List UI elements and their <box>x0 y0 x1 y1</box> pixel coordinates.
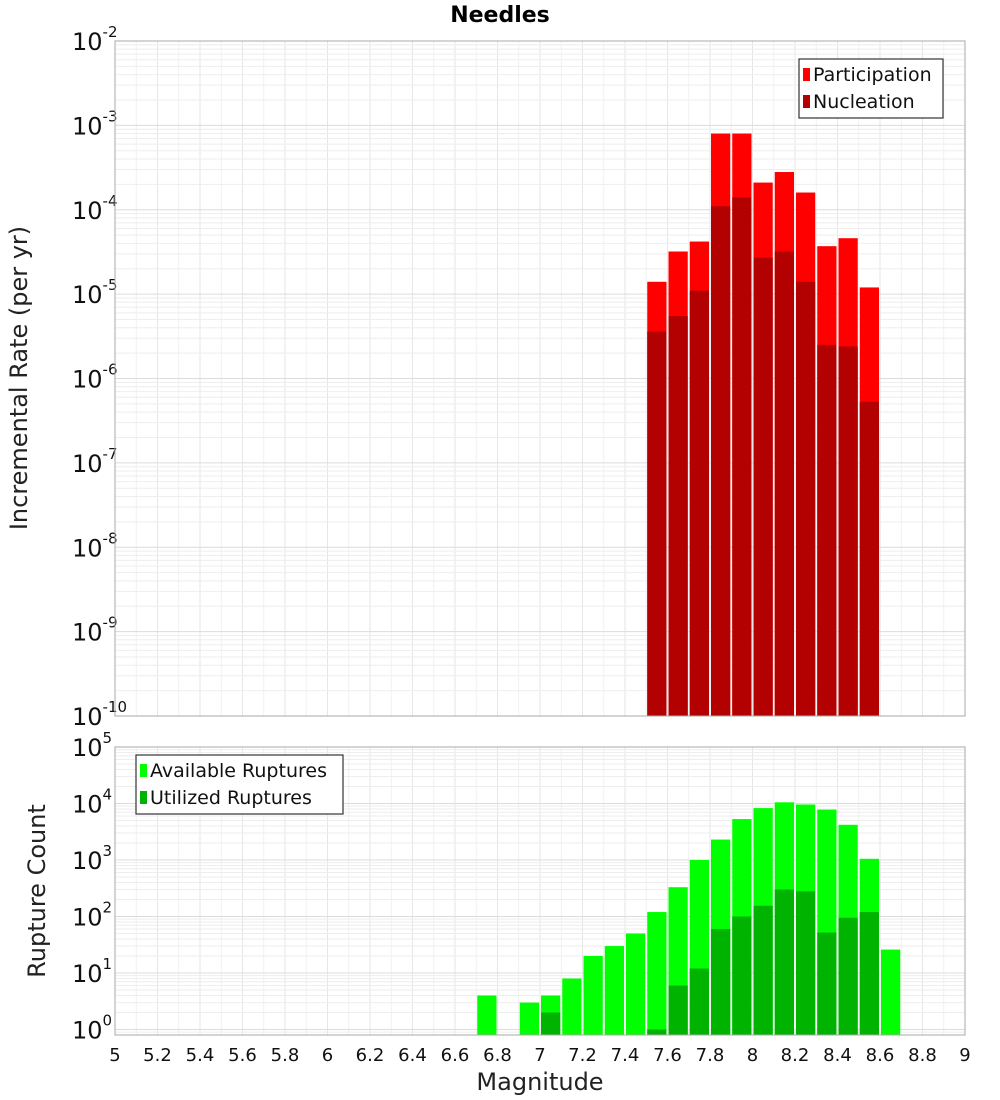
rate-grid <box>114 40 966 717</box>
x-tick-label: 7.4 <box>611 1045 640 1066</box>
x-tick-label: 8.6 <box>866 1045 895 1066</box>
legend-label: Participation <box>813 64 932 86</box>
rate-y-axis-label: Incremental Rate (per yr) <box>5 226 33 530</box>
y-tick-label: 104 <box>72 786 112 819</box>
rate-y-ticks: 10-10 10-9 10-8 10-7 10-6 10-5 10-4 10-3 10-2 <box>72 23 127 731</box>
x-tick-label: 6 <box>322 1045 333 1066</box>
rate-legend: Participation Nucleation <box>798 58 944 119</box>
count-x-ticks: 5 5.2 5.4 5.6 5.8 6 6.2 6.4 6.6 6.8 7 7.2 7.4 7.6 7.8 8… <box>109 1045 970 1066</box>
series-2-bar <box>859 912 879 1035</box>
x-tick-label: 8.8 <box>908 1045 937 1066</box>
series-2-bar <box>817 344 837 716</box>
x-tick-label: 5 <box>109 1045 120 1066</box>
series-1-bar <box>626 933 646 1035</box>
x-tick-label: 5.6 <box>228 1045 257 1066</box>
x-axis-label: Magnitude <box>476 1068 603 1096</box>
count-bars <box>477 802 901 1035</box>
series-1-bar <box>881 949 901 1035</box>
legend-swatch <box>803 68 810 81</box>
x-tick-label: 8.2 <box>781 1045 810 1066</box>
series-2-bar <box>796 281 816 716</box>
y-tick-label: 10-4 <box>72 192 118 225</box>
series-2-bar <box>774 251 794 716</box>
legend-swatch <box>140 791 147 804</box>
series-2-bar <box>689 968 709 1035</box>
series-2-bar <box>817 932 837 1035</box>
y-tick-label: 100 <box>72 1012 112 1045</box>
y-tick-label: 10-2 <box>72 23 118 56</box>
x-tick-label: 5.8 <box>271 1045 300 1066</box>
legend-label: Available Ruptures <box>150 760 327 782</box>
y-tick-label: 10-6 <box>72 361 118 394</box>
x-tick-label: 6.6 <box>441 1045 470 1066</box>
series-1-bar <box>477 995 497 1035</box>
x-tick-label: 8 <box>747 1045 758 1066</box>
series-2-bar <box>796 891 816 1035</box>
x-tick-label: 8.4 <box>823 1045 852 1066</box>
x-tick-label: 6.2 <box>356 1045 385 1066</box>
series-2-bar <box>753 257 773 716</box>
y-tick-label: 102 <box>72 899 112 932</box>
series-2-bar <box>647 331 667 716</box>
y-tick-label: 10-3 <box>72 107 118 140</box>
rate-plot-frame <box>114 40 966 717</box>
x-tick-label: 5.2 <box>143 1045 172 1066</box>
legend-box <box>798 58 944 119</box>
series-2-bar <box>753 905 773 1035</box>
series-2-bar <box>732 197 752 717</box>
series-2-bar <box>711 206 731 716</box>
x-tick-label: 9 <box>959 1045 970 1066</box>
y-tick-label: 10-7 <box>72 445 118 478</box>
y-tick-label: 103 <box>72 842 112 875</box>
legend-box <box>135 754 344 815</box>
x-tick-label: 7.2 <box>568 1045 597 1066</box>
series-2-bar <box>668 985 688 1035</box>
series-2-bar <box>774 889 794 1035</box>
series-2-bar <box>732 916 752 1035</box>
chart-title: Needles <box>450 3 550 28</box>
x-tick-label: 7.8 <box>696 1045 725 1066</box>
y-tick-label: 10-8 <box>72 529 118 562</box>
count-plot-frame <box>114 746 966 1036</box>
y-tick-label: 10-9 <box>72 614 118 647</box>
legend-swatch <box>140 764 147 777</box>
series-2-bar <box>541 1012 561 1035</box>
y-tick-label: 101 <box>72 955 112 988</box>
count-y-axis-label: Rupture Count <box>23 804 51 978</box>
y-tick-label: 105 <box>72 729 112 762</box>
x-tick-label: 5.4 <box>186 1045 215 1066</box>
series-2-bar <box>689 290 709 716</box>
series-2-bar <box>668 316 688 716</box>
count-y-ticks: 100 101 102 103 104 105 <box>72 729 112 1045</box>
series-2-bar <box>838 346 858 716</box>
x-tick-label: 6.4 <box>398 1045 427 1066</box>
series-2-bar <box>838 917 858 1035</box>
series-1-bar <box>604 946 624 1035</box>
series-2-bar <box>711 929 731 1035</box>
count-panel: 100 101 102 103 104 105 5 5.2 5.4 5.6 5.8 6 6.2 6.4 6… <box>23 729 971 1096</box>
rate-bars <box>647 133 879 717</box>
series-2-bar <box>647 1029 667 1035</box>
y-tick-label: 10-10 <box>72 698 127 731</box>
series-1-bar <box>647 912 667 1035</box>
series-1-bar <box>583 956 603 1035</box>
y-tick-label: 10-5 <box>72 276 118 309</box>
legend-label: Utilized Ruptures <box>150 787 312 809</box>
legend-label: Nucleation <box>813 91 915 113</box>
series-1-bar <box>519 1002 539 1035</box>
x-tick-label: 7.6 <box>653 1045 682 1066</box>
count-legend: Available Ruptures Utilized Ruptures <box>135 754 344 815</box>
series-1-bar <box>562 978 582 1035</box>
series-2-bar <box>859 401 879 716</box>
x-tick-label: 6.8 <box>483 1045 512 1066</box>
legend-swatch <box>803 95 810 108</box>
rate-panel: 10-10 10-9 10-8 10-7 10-6 10-5 10-4 10-3 10-2 In… <box>5 23 966 731</box>
x-tick-label: 7 <box>534 1045 545 1066</box>
